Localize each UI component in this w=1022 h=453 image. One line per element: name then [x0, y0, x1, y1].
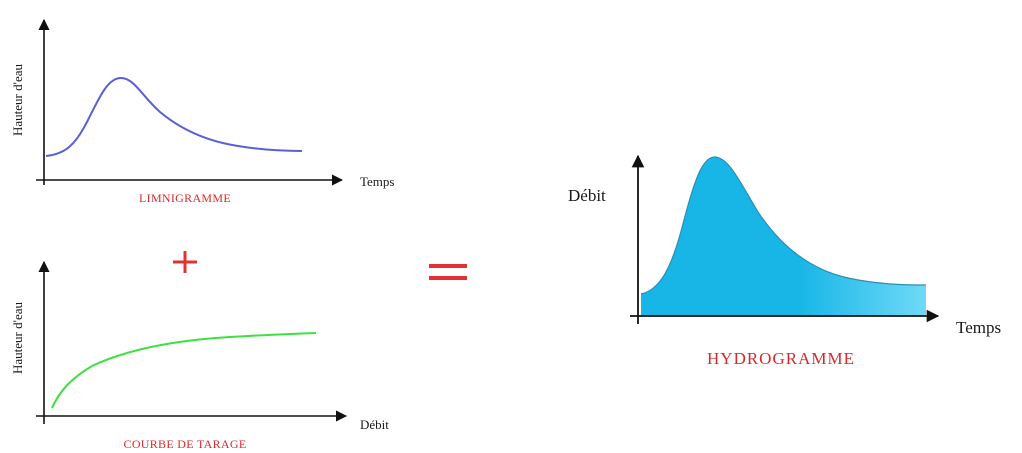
tarage-curve: [51, 332, 317, 409]
courbe-de-tarage-panel: Hauteur d'eau Débit COURBE DE TARAGE: [10, 260, 389, 451]
limnigramme-x-label: Temps: [360, 174, 394, 189]
hydrogramme-area: [641, 156, 926, 316]
tarage-y-label: Hauteur d'eau: [10, 302, 25, 375]
equals-operator: [429, 264, 467, 280]
hydrogramme-y-label: Débit: [568, 186, 606, 205]
limnigramme-panel: Hauteur d'eau Temps LIMNIGRAMME: [10, 18, 394, 205]
hydrogramme-curve: [640, 156, 927, 295]
hydrogramme-title: HYDROGRAMME: [707, 349, 855, 368]
tarage-x-label: Débit: [360, 417, 389, 432]
plus-operator: [173, 251, 197, 273]
tarage-title: COURBE DE TARAGE: [124, 437, 247, 451]
limnigramme-y-label: Hauteur d'eau: [10, 64, 25, 137]
hydrogramme-x-label: Temps: [956, 318, 1001, 337]
limnigramme-curve: [45, 76, 303, 157]
hydrogramme-panel: Débit Temps HYDROGRAMME: [568, 154, 1001, 368]
limnigramme-title: LIMNIGRAMME: [139, 191, 231, 205]
